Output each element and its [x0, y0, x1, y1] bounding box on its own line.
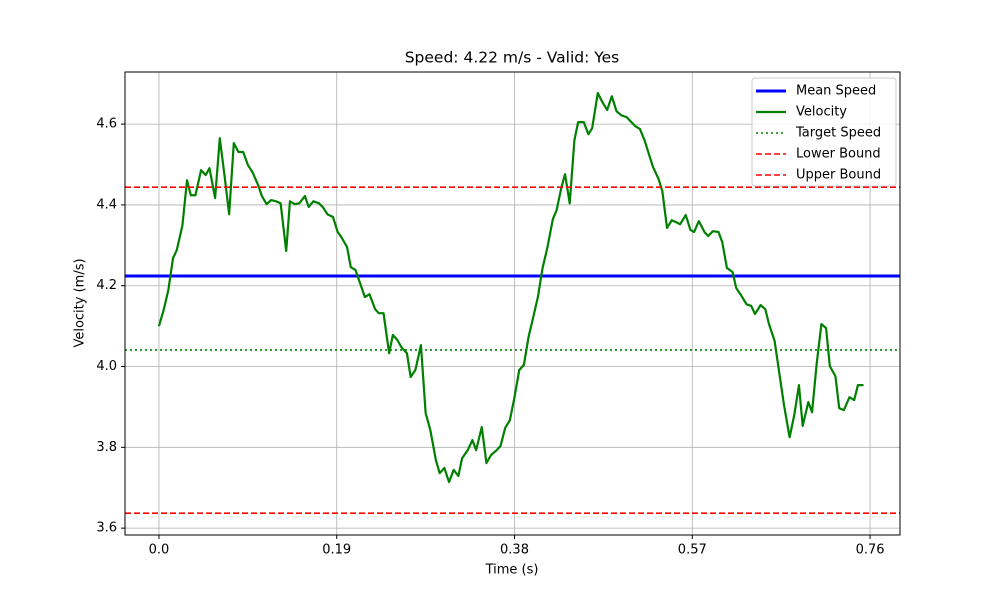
plot-frame	[124, 71, 901, 536]
legend-label: Lower Bound	[796, 147, 881, 162]
x-tick-label: 0.57	[678, 543, 707, 558]
y-tick-label: 4.4	[96, 197, 117, 212]
y-tick-label: 4.6	[96, 117, 117, 132]
y-tick-label: 4.2	[96, 278, 117, 293]
x-tick-label: 0.76	[856, 543, 885, 558]
legend-box	[751, 77, 897, 187]
legend-label: Velocity	[796, 105, 847, 120]
legend-label: Mean Speed	[796, 84, 876, 99]
legend-label: Upper Bound	[796, 168, 881, 183]
x-tick-label: 0.38	[500, 543, 529, 558]
x-tick-label: 0.19	[322, 543, 351, 558]
data-line	[157, 91, 864, 484]
chart-title: Speed: 4.22 m/s - Valid: Yes	[405, 49, 620, 67]
y-tick-label: 4.0	[96, 359, 117, 374]
x-tick-label: 0.0	[149, 543, 170, 558]
y-axis-label: Velocity (m/s)	[73, 258, 88, 347]
y-tick-label: 3.8	[96, 440, 117, 455]
legend: Mean Speed Velocity Target Speed Lower Boun…	[751, 77, 897, 187]
x-axis-label: Time (s)	[485, 563, 539, 578]
legend-label: Target Speed	[795, 126, 881, 141]
y-tick-label: 3.6	[96, 521, 117, 536]
